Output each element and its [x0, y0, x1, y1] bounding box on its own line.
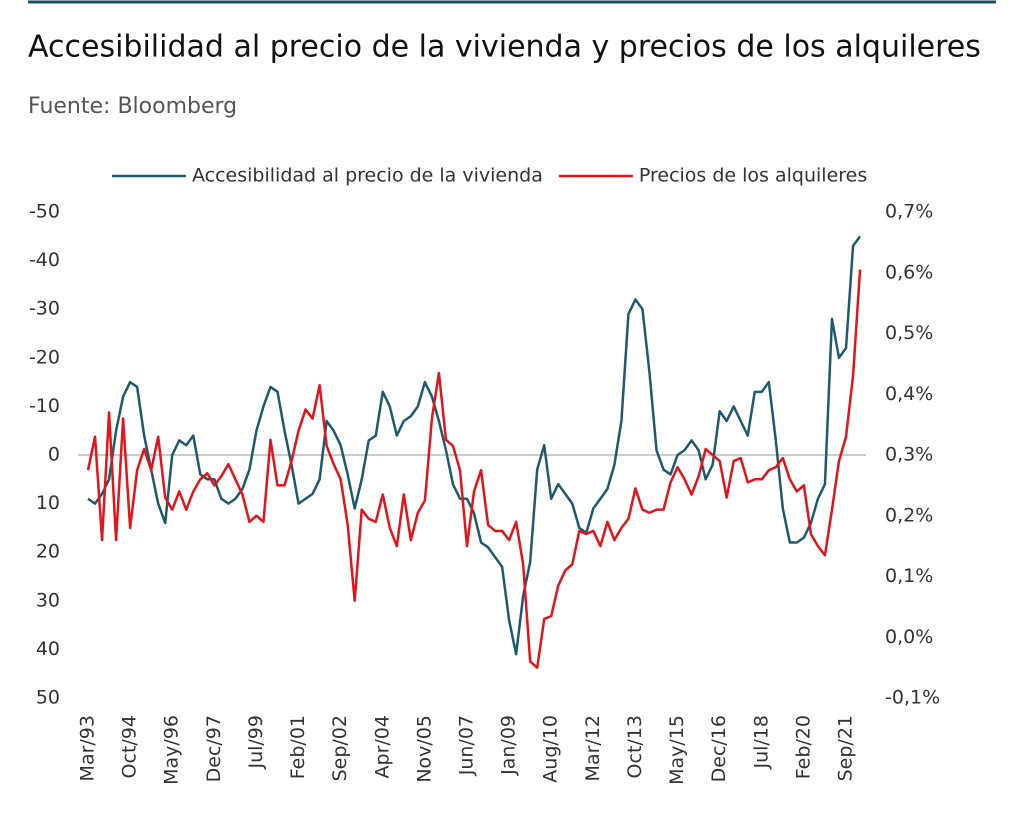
chart-subtitle: Fuente: Bloomberg [28, 94, 237, 119]
y2-tick-label: 0,7% [885, 201, 933, 223]
x-tick-label: Jun/07 [456, 715, 478, 776]
x-tick-label: Jan/09 [498, 715, 520, 776]
y2-tick-label: 0,0% [885, 626, 933, 648]
x-tick-label: Aug/10 [540, 715, 562, 783]
x-tick-label: Mar/93 [77, 715, 99, 781]
x-tick-label: Oct/94 [119, 715, 141, 778]
x-tick-label: Sep/21 [835, 715, 857, 781]
y2-tick-label: 0,3% [885, 444, 933, 466]
y-tick-label: -50 [29, 201, 60, 223]
series-line [87, 235, 862, 656]
chart-title: Accesibilidad al precio de la vivienda y… [28, 30, 981, 65]
x-tick-label: Sep/02 [329, 715, 351, 781]
x-tick-label: Jul/18 [750, 715, 772, 770]
y2-tick-label: 0,5% [885, 322, 933, 344]
x-tick-label: Mar/12 [582, 715, 604, 781]
x-tick-label: Apr/04 [371, 715, 393, 778]
x-tick-label: Nov/05 [413, 715, 435, 783]
x-tick-label: May/96 [161, 715, 183, 785]
x-tick-label: Oct/13 [624, 715, 646, 778]
y2-tick-label: 0,6% [885, 261, 933, 283]
y-tick-label: 10 [36, 492, 60, 514]
x-tick-label: Dec/16 [708, 715, 730, 782]
y-tick-label: 20 [36, 541, 60, 563]
y-tick-label: -10 [29, 395, 60, 417]
legend-label: Accesibilidad al precio de la vivienda [192, 165, 543, 187]
x-tick-label: Feb/20 [792, 715, 814, 779]
x-tick-label: Dec/97 [203, 715, 225, 782]
x-tick-label: Feb/01 [287, 715, 309, 779]
series-line [86, 269, 862, 669]
legend-label: Precios de los alquileres [639, 165, 867, 187]
y-tick-label: 0 [48, 444, 60, 466]
y-tick-label: 30 [36, 589, 60, 611]
y-tick-label: 50 [36, 687, 60, 709]
y-tick-label: -20 [29, 346, 60, 368]
y2-tick-label: 0,4% [885, 383, 933, 405]
y2-tick-label: -0,1% [885, 687, 940, 709]
y-tick-label: -40 [29, 249, 60, 271]
y2-tick-label: 0,1% [885, 565, 933, 587]
x-tick-label: Jul/99 [245, 715, 267, 770]
y-tick-label: 40 [36, 638, 60, 660]
y2-tick-label: 0,2% [885, 504, 933, 526]
y-tick-label: -30 [29, 298, 60, 320]
x-tick-label: May/15 [666, 715, 688, 785]
